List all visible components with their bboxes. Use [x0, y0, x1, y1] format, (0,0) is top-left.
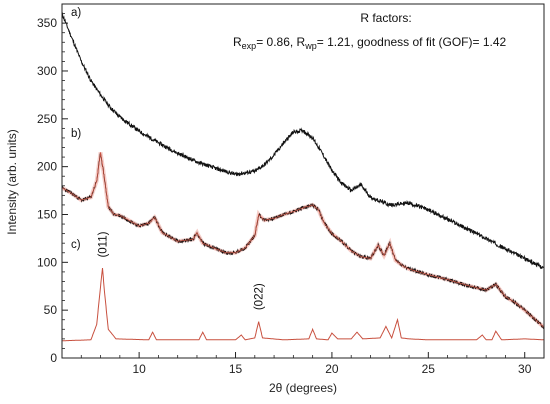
- r-exp-value: 0.86: [267, 35, 291, 49]
- x-axis: 10 15 20 25 30: [61, 352, 545, 376]
- series-a-line: [62, 12, 544, 269]
- y-tick-label: 350: [37, 16, 57, 30]
- y-tick-label: 300: [37, 64, 57, 78]
- plot-frame: [61, 3, 545, 359]
- series-c-line: [62, 268, 544, 342]
- peak-labels: (011) (022): [97, 231, 265, 310]
- x-tick-label: 25: [422, 362, 436, 376]
- x-tick-label: 30: [518, 362, 532, 376]
- peak-label: (022): [254, 283, 266, 310]
- y-tick-label: 0: [50, 351, 57, 365]
- y-tick-label: 100: [37, 255, 57, 269]
- panel-label-c: c): [71, 239, 81, 251]
- y-tick-label: 200: [37, 160, 57, 174]
- series-b-line: [62, 153, 544, 330]
- series-b-fit-line: [62, 152, 544, 328]
- x-tick-label: 10: [132, 362, 146, 376]
- y-tick-label: 150: [37, 207, 57, 221]
- series-b-fit-band: [62, 152, 544, 329]
- r-factors-heading: R factors:: [360, 11, 411, 25]
- r-factors-values: Rexp= 0.86, Rwp= 1.21, goodness of fit (…: [233, 35, 507, 51]
- r-wp-value: 1.21: [327, 35, 351, 49]
- y-tick-label: 50: [44, 303, 58, 317]
- panel-label-a: a): [71, 7, 81, 19]
- x-tick-label: 20: [325, 362, 339, 376]
- x-tick-label: 15: [229, 362, 243, 376]
- y-axis-title: Intensity (arb. units): [5, 129, 19, 234]
- peak-label: (011): [97, 231, 109, 257]
- panel-label-b: b): [71, 128, 81, 140]
- x-axis-title: 2θ (degrees): [269, 381, 337, 395]
- plot-area: [62, 12, 544, 342]
- y-tick-label: 250: [37, 112, 57, 126]
- gof-value: 1.42: [483, 35, 507, 49]
- gof-label: goodness of fit (GOF): [357, 35, 472, 49]
- y-axis: 0 50 100 150 200 250 300 350: [37, 13, 68, 365]
